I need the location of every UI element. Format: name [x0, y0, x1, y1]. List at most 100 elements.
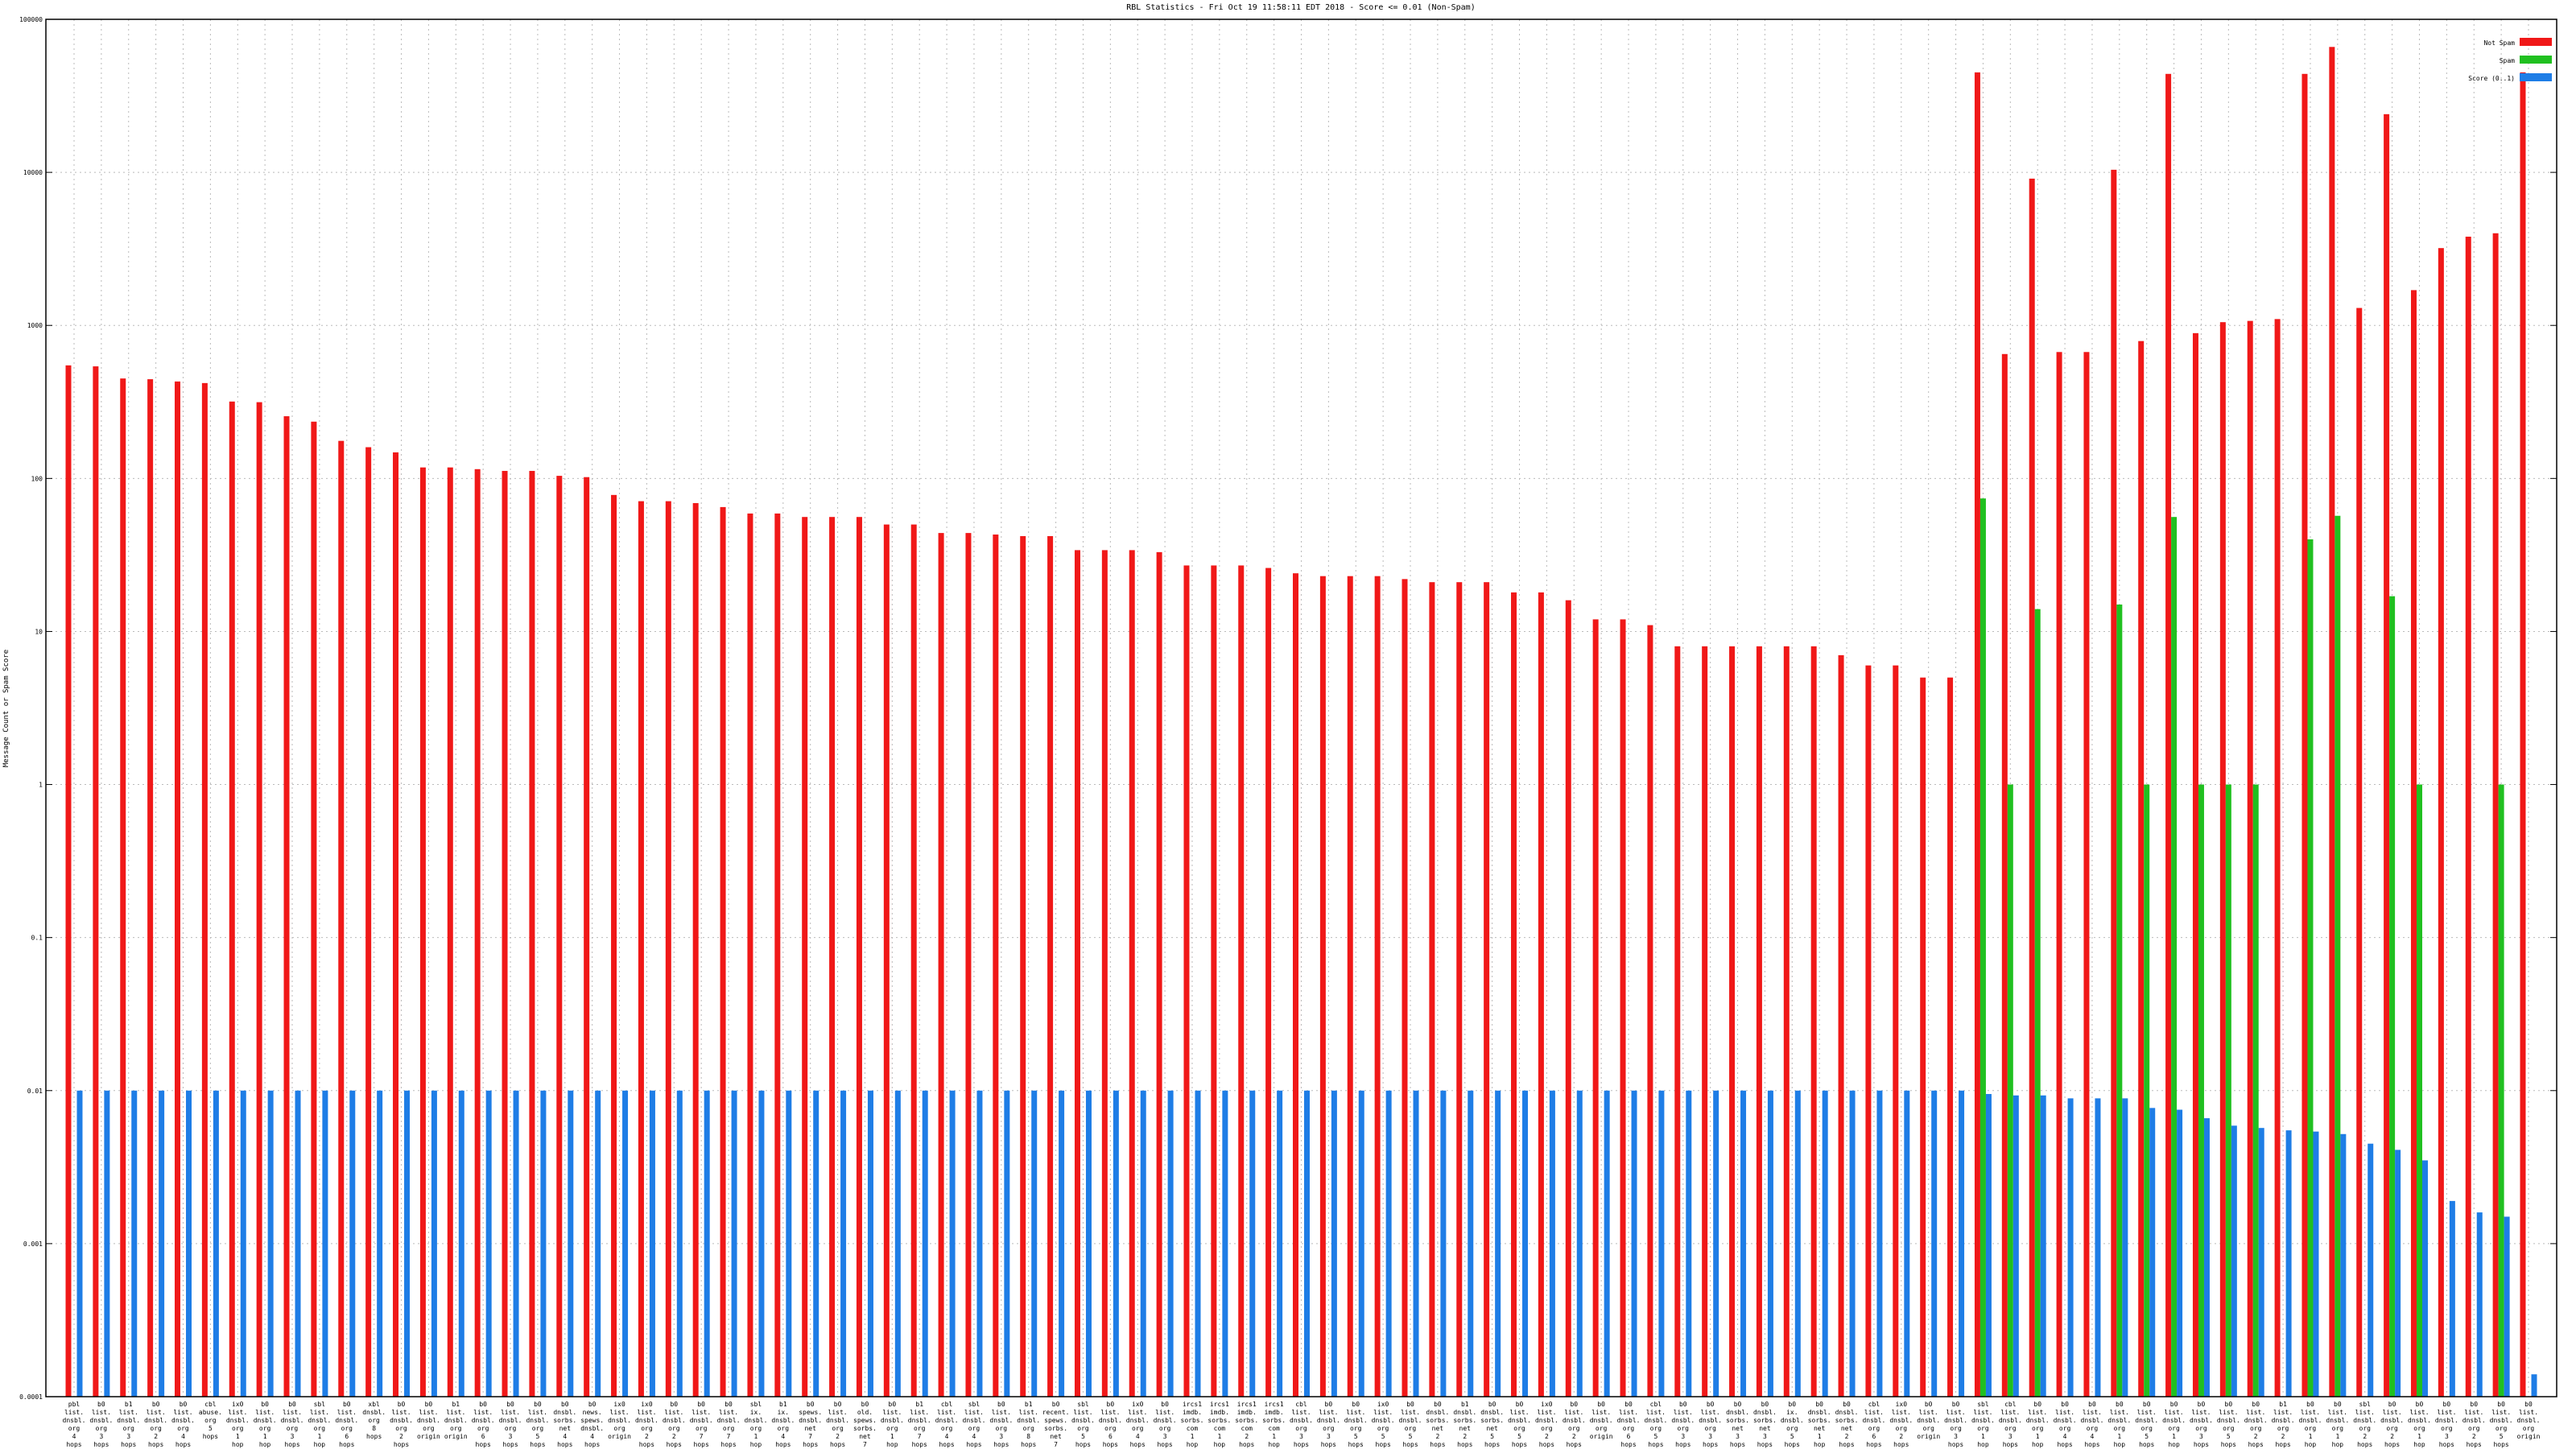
bar — [502, 470, 508, 1397]
label-line: hops — [2467, 1441, 2482, 1448]
label-line: list. — [1973, 1409, 1992, 1416]
label-line: b1 — [2279, 1401, 2287, 1408]
label-line: 4 — [181, 1433, 185, 1440]
label-line: org — [1896, 1425, 1908, 1432]
bar — [175, 381, 181, 1397]
label-line: b0 — [1570, 1401, 1578, 1408]
label-line: dnsbl. — [1889, 1417, 1913, 1424]
x-tick-label: b0 dnsbl. sorbs. net 2 hops — [1426, 1401, 1449, 1448]
bar — [1304, 1090, 1310, 1397]
bar — [2395, 1150, 2401, 1397]
label-line: list. — [1946, 1409, 1966, 1416]
x-tick-label: b0 list. dnsbl. org 4 hops — [171, 1401, 195, 1448]
bar — [1222, 1090, 1228, 1397]
label-line: b0 — [997, 1401, 1005, 1408]
bar — [2040, 1095, 2046, 1397]
label-line: hops — [284, 1441, 299, 1448]
bar — [1468, 1090, 1474, 1397]
label-line: list. — [2328, 1409, 2347, 1416]
bar — [485, 1090, 492, 1397]
label-line: list. — [637, 1409, 656, 1416]
label-line: dnsbl. — [526, 1417, 549, 1424]
x-tick-label: sbl ix. dnsbl. org 1 hop — [744, 1401, 767, 1448]
bar — [802, 517, 808, 1397]
label-line: 3 — [291, 1433, 295, 1440]
label-line: 1 — [2036, 1433, 2040, 1440]
label-line: org — [968, 1425, 980, 1432]
label-line: org — [177, 1425, 189, 1432]
bar — [529, 470, 535, 1397]
x-tick-label: b0 list. dnsbl. org 4 hops — [2054, 1401, 2077, 1448]
label-line: dnsbl. — [826, 1417, 849, 1424]
bar — [1211, 565, 1217, 1397]
bar — [311, 421, 317, 1397]
label-line: list. — [1919, 1409, 1938, 1416]
label-line: list. — [1864, 1409, 1884, 1416]
bar — [894, 1090, 901, 1397]
bar — [393, 452, 399, 1397]
bar — [1865, 665, 1872, 1397]
label-line: b0 — [398, 1401, 406, 1408]
bar — [1402, 579, 1408, 1397]
label-line: dnsbl. — [989, 1417, 1013, 1424]
label-line: list. — [664, 1409, 683, 1416]
label-line: list. — [228, 1409, 247, 1416]
label-line: com — [1214, 1425, 1226, 1432]
bar — [1101, 550, 1108, 1397]
bar — [1822, 1090, 1828, 1397]
label-line: list. — [1564, 1409, 1583, 1416]
label-line: dnsbl. — [2162, 1417, 2186, 1424]
x-tick-label: ircs1 imdb. sorbs. com 1 hop — [1262, 1401, 1286, 1448]
label-line: org — [505, 1425, 517, 1432]
label-line: list. — [2083, 1409, 2102, 1416]
label-line: 4 — [72, 1433, 76, 1440]
label-line: hops — [121, 1441, 136, 1448]
label-line: org — [1950, 1425, 1962, 1432]
y-tick-label: 0.0001 — [19, 1393, 43, 1401]
label-line: org — [1159, 1425, 1171, 1432]
bar — [338, 440, 345, 1397]
bar — [240, 1090, 246, 1397]
x-tick-label: b0 list. dnsbl. org 5 hops — [2490, 1401, 2513, 1448]
label-line: list. — [1537, 1409, 1556, 1416]
x-tick-label: b0 list. dnsbl. org 6 hops — [1617, 1401, 1641, 1448]
label-line: b0 — [1815, 1401, 1823, 1408]
label-line: dnsbl. — [1753, 1409, 1777, 1416]
bar — [949, 1090, 956, 1397]
x-tick-label: b0 dnsbl. sorbs. net 3 hops — [1753, 1401, 1777, 1448]
bar — [1522, 1090, 1529, 1397]
label-line: org — [941, 1425, 953, 1432]
label-line: dnsbl. — [499, 1417, 522, 1424]
label-line: hops — [175, 1441, 191, 1448]
label-line: org — [1104, 1425, 1117, 1432]
label-line: org — [1623, 1425, 1635, 1432]
bar — [1429, 582, 1435, 1397]
bar — [965, 533, 972, 1397]
label-line: 2 — [1435, 1433, 1439, 1440]
label-line: org — [1786, 1425, 1798, 1432]
label-line: 1 — [890, 1433, 894, 1440]
label-line: b0 — [2524, 1401, 2533, 1408]
bar — [1565, 600, 1571, 1397]
label-line: hops — [366, 1433, 382, 1440]
label-line: hops — [1785, 1441, 1800, 1448]
label-line: 5 — [1653, 1433, 1657, 1440]
label-line: dnsbl. — [1154, 1417, 1177, 1424]
label-line: list. — [2191, 1409, 2211, 1416]
label-line: hops — [1648, 1441, 1663, 1448]
label-line: b0 — [1597, 1401, 1605, 1408]
label-line: list. — [419, 1409, 438, 1416]
x-tick-label: ix0 list. dnsbl. org origin — [608, 1401, 631, 1440]
label-line: hops — [584, 1441, 600, 1448]
bar — [1838, 654, 1844, 1397]
label-line: dnsbl. — [2299, 1417, 2322, 1424]
bar — [676, 1090, 683, 1397]
label-line: list. — [2110, 1409, 2129, 1416]
label-line: dnsbl. — [2490, 1417, 2513, 1424]
y-axis-label: Message Count or Spam Score — [2, 650, 10, 767]
bar — [2313, 1131, 2319, 1397]
label-line: list. — [2301, 1409, 2320, 1416]
label-line: list. — [2055, 1409, 2074, 1416]
label-line: hops — [530, 1441, 545, 1448]
label-line: imdb. — [1265, 1409, 1284, 1416]
